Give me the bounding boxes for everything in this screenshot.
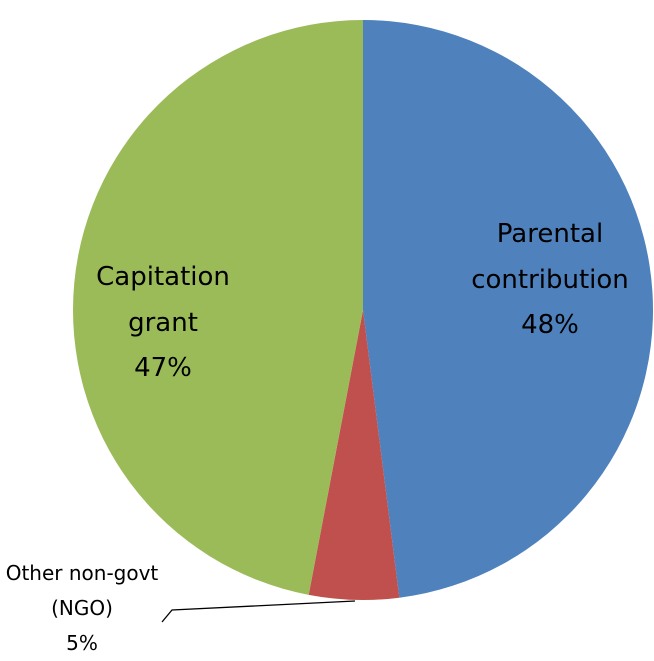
pie-slice <box>363 20 654 598</box>
value-label: 5% <box>66 631 98 655</box>
pie-slice <box>73 19 363 595</box>
pie-slice <box>308 310 400 600</box>
category-label: Other non-govt (NGO) <box>5 561 159 620</box>
slice-label: Other non-govt (NGO) 5% <box>2 556 162 661</box>
slice-label: Parental contribution 48% <box>470 212 630 349</box>
category-label: Capitation grant <box>96 262 230 338</box>
slice-label: Capitation grant 47% <box>73 255 253 392</box>
value-label: 48% <box>521 310 579 340</box>
value-label: 47% <box>134 353 192 383</box>
category-label: Parental contribution <box>471 219 629 295</box>
leader-line <box>161 600 356 623</box>
